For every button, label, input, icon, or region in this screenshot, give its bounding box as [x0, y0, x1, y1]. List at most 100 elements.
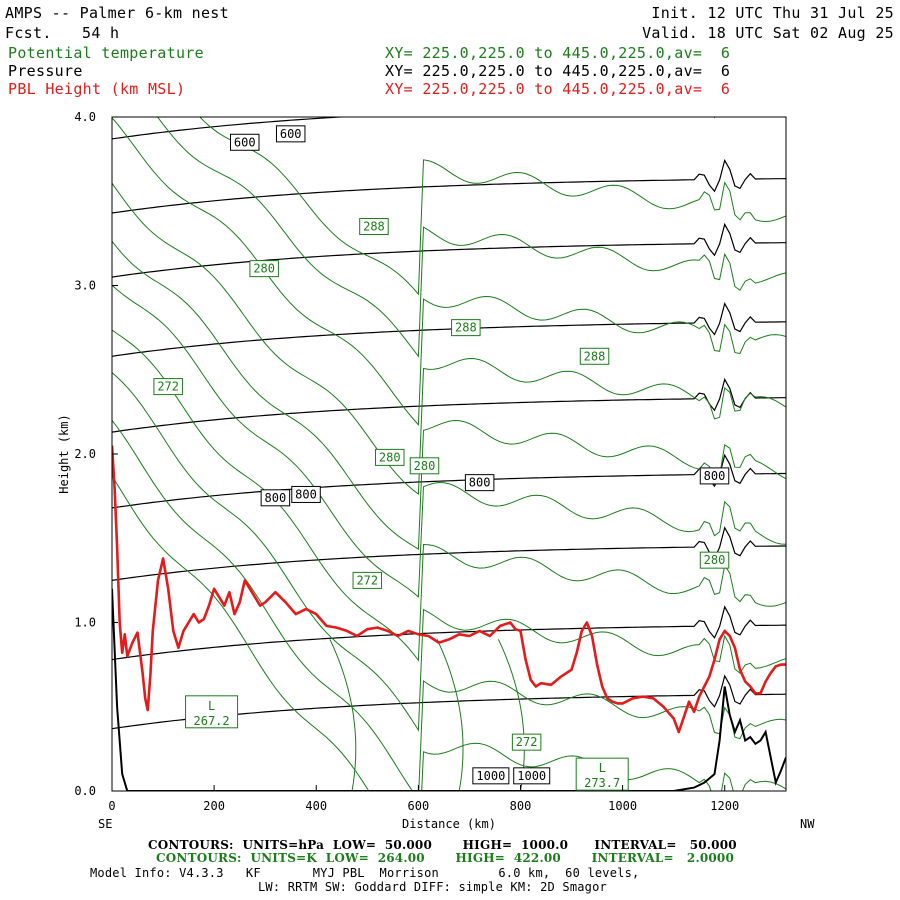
- footer-physics-info: LW: RRTM SW: Goddard DIFF: simple KM: 2D…: [258, 880, 607, 894]
- pressure-contour: [112, 302, 786, 357]
- svg-text:280: 280: [414, 459, 436, 473]
- footer-pressure-contours: CONTOURS: UNITS=hPa LOW= 50.000 HIGH= 10…: [148, 838, 737, 852]
- contour-label: 280: [409, 457, 440, 475]
- svg-text:800: 800: [295, 487, 317, 501]
- contour-label: 800: [260, 489, 291, 507]
- valid-time: Valid. 18 UTC Sat 02 Aug 25: [642, 24, 894, 42]
- theta-contour: [112, 240, 786, 550]
- svg-text:1000: 1000: [476, 769, 505, 783]
- init-time: Init. 12 UTC Thu 31 Jul 25: [651, 4, 894, 22]
- svg-text:1000: 1000: [517, 769, 546, 783]
- pbl-height-series: [112, 445, 786, 734]
- axis-ticks: 0 200 400 600 800 1000 1200 0.0 1.0 2.0 3.0 4.0: [74, 110, 739, 813]
- pressure-contour: [112, 158, 786, 214]
- svg-text:280: 280: [253, 262, 275, 276]
- pressure-contour: [112, 222, 786, 278]
- pressure-contour: [112, 377, 786, 433]
- x-tick-label: 400: [305, 799, 327, 813]
- contour-label: 800: [464, 474, 495, 492]
- legend-pressure-xsection: XY= 225.0,225.0 to 445.0,225.0,av= 6: [385, 62, 731, 80]
- plot-frame: [111, 116, 787, 792]
- x-tick-label: 1200: [710, 799, 739, 813]
- svg-text:288: 288: [363, 220, 385, 234]
- pressure-contour: [112, 453, 786, 509]
- contour-label: 600: [275, 125, 306, 143]
- legend-pressure-name: Pressure: [8, 62, 83, 80]
- contour-label: 600: [230, 133, 260, 151]
- theta-contour: [329, 639, 357, 791]
- x-tick-label: 0: [108, 799, 115, 813]
- model-title: AMPS -- Palmer 6-km nest: [5, 4, 229, 22]
- theta-contour: [112, 284, 786, 598]
- contour-lines: [112, 117, 786, 791]
- svg-text:600: 600: [234, 135, 256, 149]
- theta-contour: [199, 117, 786, 296]
- contour-label: 288: [359, 218, 389, 236]
- y-tick-label: 2.0: [74, 447, 96, 461]
- svg-text:L: L: [599, 761, 606, 775]
- forecast-hour-label: Fcst.: [5, 24, 52, 42]
- svg-text:288: 288: [584, 349, 606, 363]
- contour-label: 280: [375, 448, 405, 466]
- svg-text:L: L: [208, 699, 215, 713]
- y-tick-label: 1.0: [74, 616, 96, 630]
- x-tick-label: 600: [408, 799, 430, 813]
- svg-text:273.7: 273.7: [584, 776, 620, 790]
- svg-text:800: 800: [704, 469, 726, 483]
- theta-contour: [112, 182, 786, 495]
- footer-model-info: Model Info: V4.3.3 KF MYJ PBL Morrison 6…: [90, 866, 640, 880]
- svg-text:272: 272: [356, 573, 378, 587]
- y-tick-label: 0.0: [74, 784, 96, 798]
- pressure-contour: [112, 605, 786, 661]
- right-end-label: NW: [800, 817, 815, 831]
- contour-labels: 600 600 800 800 800 800 1000 1000 288 288 288 280 28…: [153, 125, 730, 791]
- contour-label: 288: [579, 347, 610, 365]
- svg-text:800: 800: [265, 491, 287, 505]
- y-axis-label: Height (km): [57, 414, 71, 493]
- svg-text:800: 800: [469, 476, 491, 490]
- contour-label: 272: [511, 733, 542, 751]
- legend-pbl-name: PBL Height (km MSL): [8, 80, 186, 98]
- theta-contour: [112, 475, 786, 791]
- pressure-contour: [112, 117, 716, 140]
- legend-pbl-xsection: XY= 225.0,225.0 to 445.0,225.0,av= 6: [385, 80, 731, 98]
- theta-contour: [112, 117, 786, 426]
- contour-label: 280: [249, 260, 279, 278]
- legend-theta-name: Potential temperature: [8, 44, 204, 62]
- theta-contour: [156, 117, 786, 358]
- x-axis-label: Distance (km): [402, 817, 496, 831]
- terrain-surface: [112, 588, 786, 791]
- contour-label: 288: [451, 319, 481, 337]
- x-tick-label: 1000: [608, 799, 637, 813]
- x-tick-label: 200: [203, 799, 225, 813]
- theta-contour: [497, 639, 525, 791]
- forecast-hour-value: 54 h: [82, 24, 120, 42]
- contour-label: 280: [699, 551, 730, 569]
- theta-contour: [112, 329, 786, 662]
- svg-text:280: 280: [379, 450, 401, 464]
- x-tick-label: 800: [510, 799, 532, 813]
- contour-label: 800: [699, 467, 730, 485]
- contour-label: 272: [352, 571, 383, 589]
- contour-label: 272: [153, 378, 183, 396]
- left-end-label: SE: [98, 817, 112, 831]
- pbl-height-line: [112, 445, 786, 734]
- svg-text:288: 288: [455, 321, 477, 335]
- y-tick-label: 4.0: [74, 110, 96, 124]
- theta-contour: [112, 372, 786, 732]
- svg-text:280: 280: [704, 553, 726, 567]
- svg-text:267.2: 267.2: [194, 714, 230, 728]
- footer-theta-contours: CONTOURS: UNITS=K LOW= 264.00 HIGH= 422.…: [156, 851, 735, 865]
- contour-label: 1000: [513, 767, 551, 785]
- contour-label: 1000: [472, 767, 510, 785]
- contour-label: 800: [291, 485, 321, 503]
- svg-text:272: 272: [516, 735, 538, 749]
- svg-text:272: 272: [157, 380, 179, 394]
- theta-contour: [436, 639, 464, 791]
- legend-theta-xsection: XY= 225.0,225.0 to 445.0,225.0,av= 6: [385, 44, 731, 62]
- y-tick-label: 3.0: [74, 279, 96, 293]
- terrain-line: [112, 588, 786, 791]
- theta-contour: [112, 420, 786, 791]
